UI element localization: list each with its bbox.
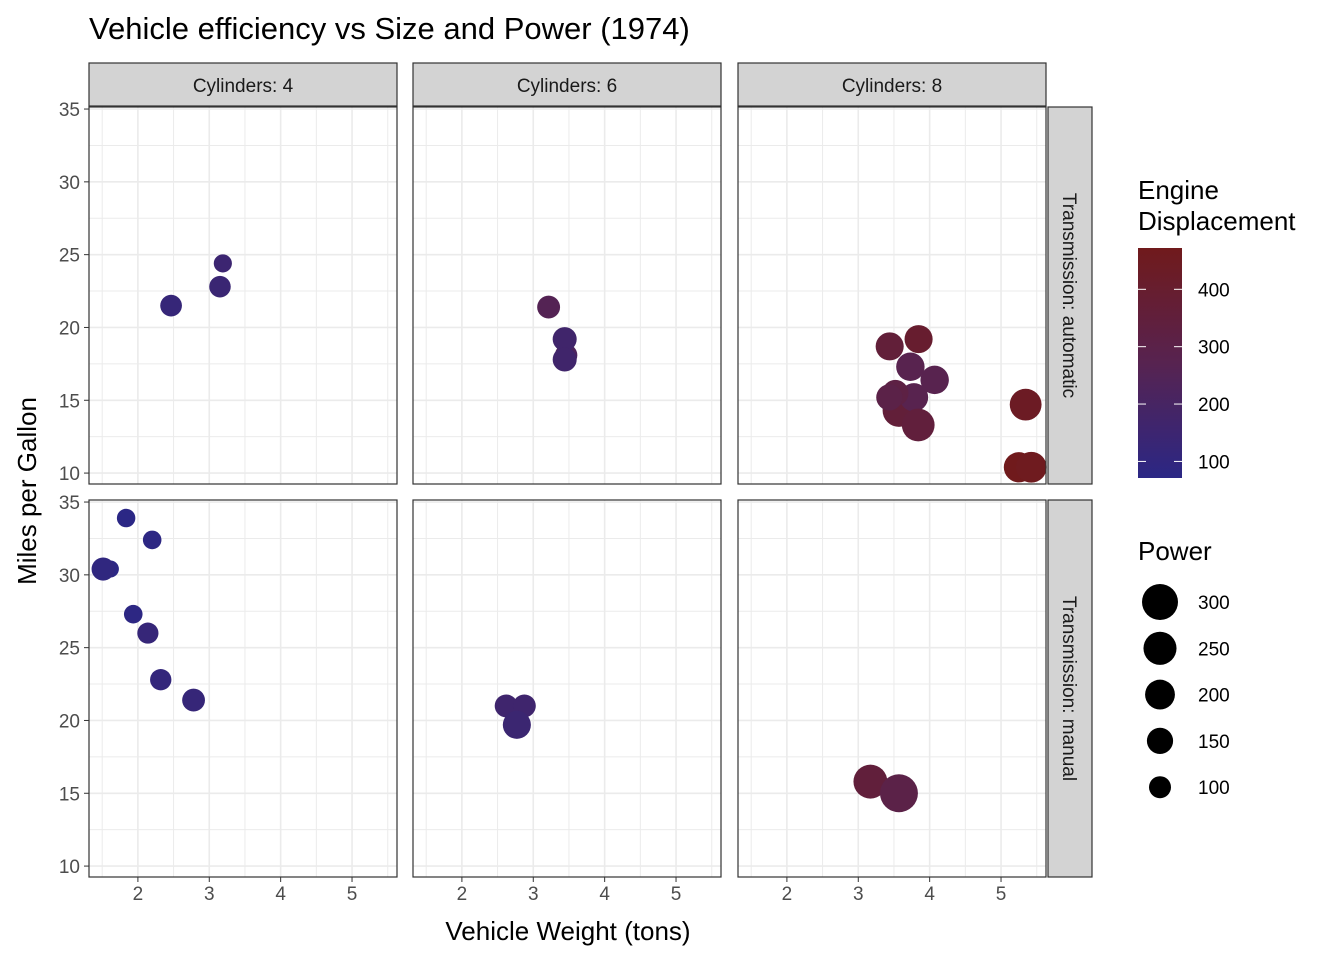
data-point: [502, 710, 531, 739]
panel-background: [89, 107, 397, 484]
data-point: [91, 557, 115, 581]
color-bar: [1138, 248, 1182, 478]
x-tick-label: 3: [528, 884, 539, 905]
color-legend-title: Displacement: [1138, 206, 1296, 236]
data-point: [160, 294, 182, 317]
facet-panel: 2 3 4 5 10 15 20 25 30 35: [59, 493, 398, 905]
y-tick-label: 15: [59, 784, 80, 805]
facet-strip-column: [88, 62, 398, 107]
x-tick-label: 5: [347, 884, 358, 905]
panel-background: [738, 500, 1046, 877]
facet-strip-column: [412, 62, 722, 107]
data-point: [853, 764, 888, 799]
facet-strip-label: Transmission: manual: [1058, 596, 1079, 781]
x-tick-label: 4: [599, 884, 610, 905]
x-tick-label: 4: [275, 884, 286, 905]
y-tick-label: 20: [59, 711, 80, 732]
color-legend-title: Engine: [1138, 175, 1219, 205]
x-tick-label: 2: [782, 884, 793, 905]
x-tick-label: 2: [457, 884, 468, 905]
y-tick-label: 20: [59, 318, 80, 339]
y-tick-label: 30: [59, 566, 80, 587]
panel-border: [412, 499, 722, 878]
facet-strip-row: [1047, 499, 1093, 878]
facet-panel: 2 3 4 5: [737, 499, 1047, 905]
panel-border: [88, 499, 398, 878]
size-legend-label: 300: [1198, 593, 1230, 614]
size-legend-key: [1143, 631, 1177, 665]
size-legend-key: [1142, 584, 1178, 620]
y-tick-label: 10: [59, 464, 80, 485]
y-tick-label: 25: [59, 246, 80, 267]
size-legend-key: [1146, 727, 1174, 755]
facet-panel: 10 15 20 25 30 35: [59, 100, 398, 485]
data-point: [896, 352, 925, 381]
facet-panel: 2 3 4 5: [412, 499, 722, 905]
data-point: [209, 275, 231, 298]
data-point: [150, 669, 172, 691]
data-point: [142, 530, 162, 550]
panel-background: [413, 107, 721, 484]
x-tick-label: 2: [133, 884, 144, 905]
data-point: [137, 622, 159, 644]
data-point: [494, 694, 518, 718]
facet-panel: [412, 106, 722, 485]
panel-background: [413, 500, 721, 877]
y-tick-label: 25: [59, 639, 80, 660]
facet-strip-label: Cylinders: 4: [193, 76, 294, 97]
facet-strip-label: Transmission: automatic: [1058, 193, 1079, 398]
panel-background: [738, 107, 1046, 484]
data-point: [920, 365, 949, 395]
x-tick-label: 4: [924, 884, 935, 905]
panel-background: [89, 500, 397, 877]
size-legend-title: Power: [1138, 536, 1212, 566]
facet-strip-column: [737, 62, 1047, 107]
panel-border: [737, 499, 1047, 878]
x-axis-label: Vehicle Weight (tons): [445, 916, 690, 946]
facet-panel: [737, 106, 1047, 485]
x-tick-label: 3: [204, 884, 215, 905]
color-legend-label: 300: [1198, 338, 1230, 359]
x-tick-label: 3: [853, 884, 864, 905]
panel-border: [88, 106, 398, 485]
size-legend-key: [1149, 776, 1171, 799]
size-legend-key: [1145, 679, 1175, 710]
size-legend-label: 250: [1198, 639, 1230, 660]
facet-strip-row: [1047, 106, 1093, 485]
data-point: [116, 508, 136, 528]
size-legend-label: 150: [1198, 732, 1230, 753]
data-point: [552, 347, 577, 372]
data-point: [876, 384, 903, 411]
color-legend-label: 400: [1198, 280, 1230, 301]
data-point: [875, 332, 904, 361]
size-legend-label: 200: [1198, 686, 1230, 707]
y-tick-label: 10: [59, 857, 80, 878]
y-tick-label: 15: [59, 391, 80, 412]
facet-strip-label: Cylinders: 8: [842, 76, 942, 97]
data-point: [123, 604, 143, 624]
data-point: [213, 254, 232, 273]
y-axis-label: Miles per Gallon: [12, 397, 42, 585]
color-legend-label: 100: [1198, 452, 1230, 473]
chart-title: Vehicle efficiency vs Size and Power (19…: [89, 11, 690, 46]
data-point: [901, 408, 935, 442]
color-legend-label: 200: [1198, 395, 1230, 416]
y-tick-label: 35: [59, 493, 80, 514]
x-tick-label: 5: [996, 884, 1007, 905]
data-point: [1015, 451, 1047, 483]
size-legend-label: 100: [1198, 778, 1230, 799]
y-tick-label: 35: [59, 100, 80, 121]
panel-border: [737, 106, 1047, 485]
data-point: [537, 295, 561, 319]
data-point: [879, 774, 918, 813]
data-point: [552, 327, 577, 352]
data-point: [1009, 388, 1042, 421]
data-point: [182, 688, 205, 712]
panel-border: [412, 106, 722, 485]
x-tick-label: 5: [671, 884, 682, 905]
y-tick-label: 30: [59, 173, 80, 194]
data-point: [904, 325, 933, 354]
facet-strip-label: Cylinders: 6: [517, 76, 617, 97]
